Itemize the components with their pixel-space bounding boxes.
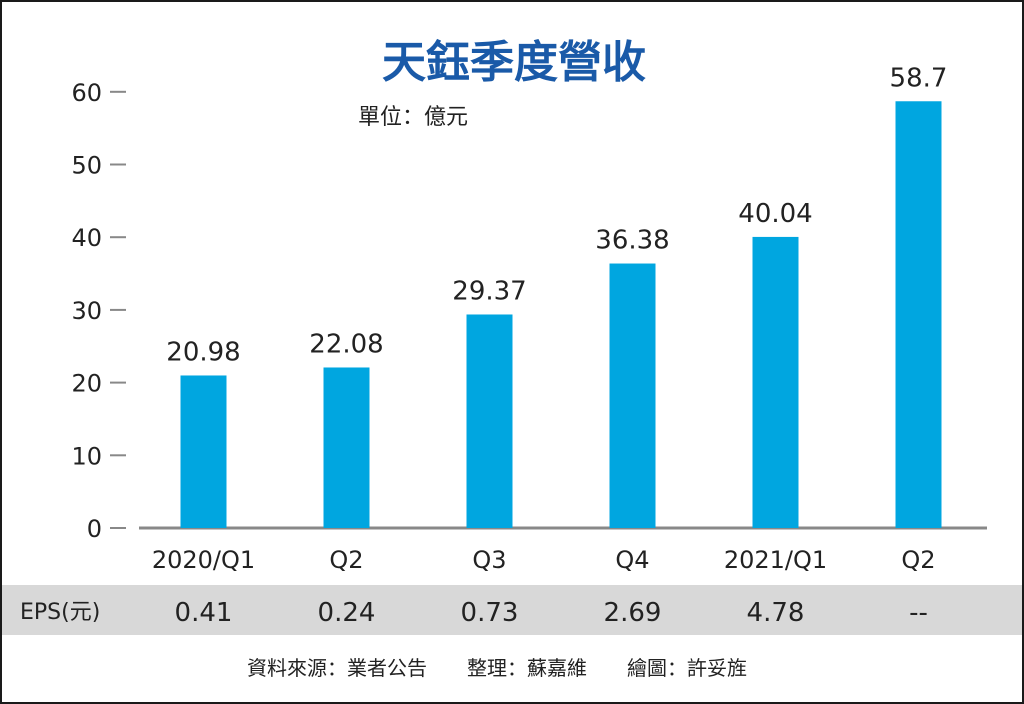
data-label: 58.7 xyxy=(890,63,948,93)
y-axis: 0 10 20 30 40 50 60 xyxy=(71,79,987,543)
bar xyxy=(323,367,370,528)
chart-title: 天鈺季度營收 xyxy=(382,37,646,88)
bar xyxy=(895,101,942,528)
data-label: 20.98 xyxy=(166,337,240,367)
eps-row: EPS(元) 0.41 0.24 0.73 2.69 4.78 -- xyxy=(20,598,928,628)
eps-value: 0.41 xyxy=(175,598,233,628)
data-label: 36.38 xyxy=(595,226,669,256)
eps-row-background xyxy=(2,585,1022,635)
y-tick-label: 30 xyxy=(71,297,102,325)
eps-header: EPS(元) xyxy=(20,600,100,625)
eps-value: 0.73 xyxy=(461,598,519,628)
data-label: 22.08 xyxy=(309,329,383,359)
category-label: Q3 xyxy=(472,546,506,574)
source-note: 資料來源：業者公告 整理：蘇嘉維 繪圖：許妥旌 xyxy=(247,656,747,680)
y-tick-label: 0 xyxy=(87,515,102,543)
y-tick-label: 20 xyxy=(71,370,102,398)
category-label: Q2 xyxy=(901,546,935,574)
y-tick-label: 60 xyxy=(71,79,102,107)
data-label: 29.37 xyxy=(452,276,526,306)
bars xyxy=(180,101,942,528)
bar xyxy=(752,236,799,528)
eps-value: 2.69 xyxy=(604,598,662,628)
chart-unit: 單位：億元 xyxy=(358,105,468,130)
y-tick-label: 10 xyxy=(71,442,102,470)
category-label: 2020/Q1 xyxy=(152,546,255,574)
bar xyxy=(609,263,656,528)
eps-value: 0.24 xyxy=(318,598,376,628)
y-tick-label: 40 xyxy=(71,224,102,252)
x-axis-labels: 2020/Q1 Q2 Q3 Q4 2021/Q1 Q2 xyxy=(152,546,936,574)
category-label: Q2 xyxy=(329,546,363,574)
data-label: 40.04 xyxy=(738,199,812,229)
y-tick-label: 50 xyxy=(71,152,102,180)
bar xyxy=(466,314,513,528)
eps-value: -- xyxy=(909,598,928,628)
data-labels: 20.98 22.08 29.37 36.38 40.04 58.7 xyxy=(166,63,947,367)
category-label: Q4 xyxy=(615,546,649,574)
category-label: 2021/Q1 xyxy=(724,546,827,574)
bar xyxy=(180,375,227,528)
eps-value: 4.78 xyxy=(747,598,805,628)
